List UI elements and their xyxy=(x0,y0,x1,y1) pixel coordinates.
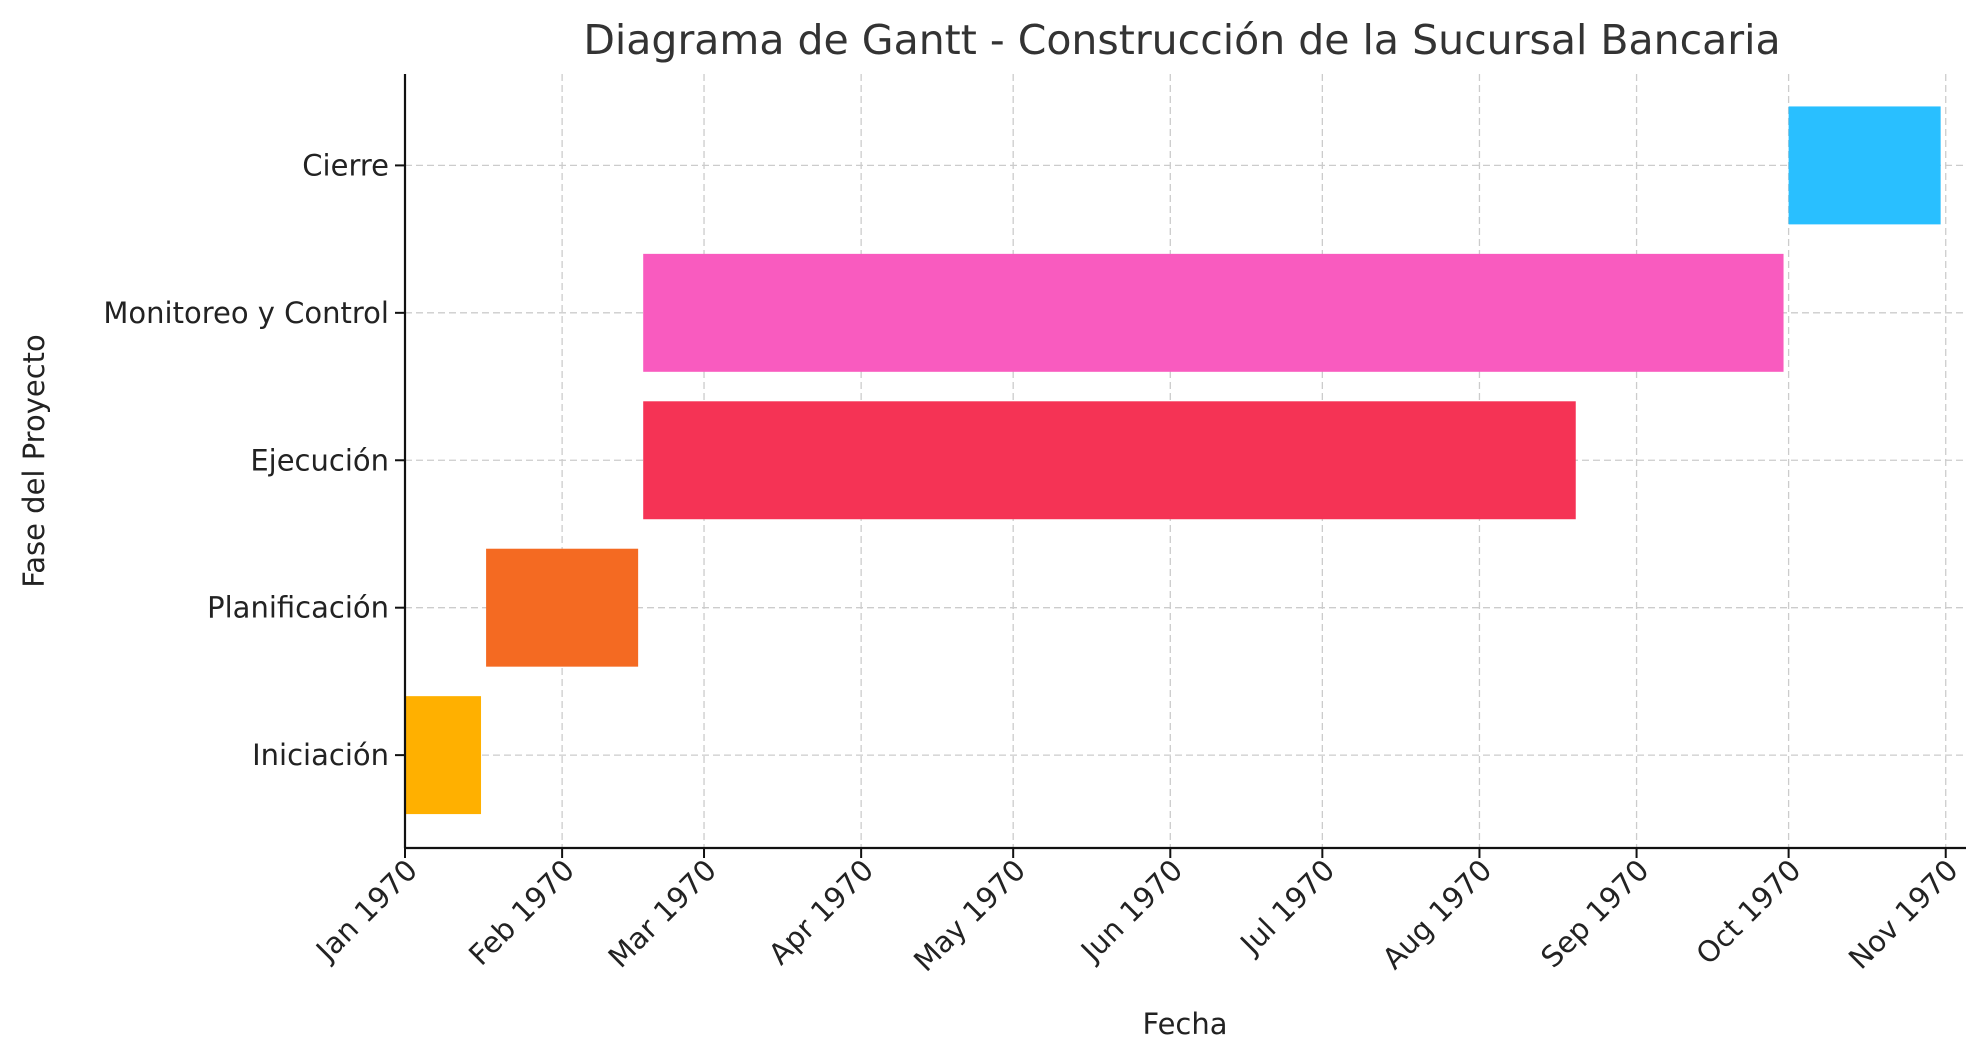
x-axis-label: Fecha xyxy=(1142,1007,1227,1041)
gantt-bar xyxy=(643,401,1576,520)
x-tick-label: May 1970 xyxy=(907,853,1032,978)
x-tick-label: Oct 1970 xyxy=(1689,853,1807,971)
x-tick-label: Nov 1970 xyxy=(1842,853,1965,976)
x-tick-label: Jul 1970 xyxy=(1232,853,1341,962)
chart-title: Diagrama de Gantt - Construcción de la S… xyxy=(583,16,1780,64)
gantt-bar xyxy=(405,696,482,815)
y-tick-label: Cierre xyxy=(302,148,389,182)
x-tick-labels: Jan 1970 Feb 1970 Mar 1970 Apr 1970 May 1970… xyxy=(308,853,1965,978)
gantt-bar xyxy=(1788,106,1941,225)
gantt-bar xyxy=(643,253,1784,372)
x-tick-label: Sep 1970 xyxy=(1534,853,1655,974)
y-tick-label: Ejecución xyxy=(250,443,389,477)
y-axis-label: Fase del Proyecto xyxy=(17,334,51,588)
x-tick-label: Feb 1970 xyxy=(462,853,581,972)
axes xyxy=(395,74,1966,858)
y-tick-label: Planificación xyxy=(207,591,389,625)
x-tick-label: Apr 1970 xyxy=(762,853,880,971)
x-tick-label: Jan 1970 xyxy=(308,853,424,969)
bars xyxy=(405,106,1941,815)
gantt-bar xyxy=(486,548,639,667)
x-tick-label: Jun 1970 xyxy=(1073,853,1189,969)
x-tick-label: Aug 1970 xyxy=(1376,853,1499,976)
y-tick-labels: Iniciación Planificación Ejecución Monitore… xyxy=(103,148,389,772)
y-tick-label: Iniciación xyxy=(252,738,389,772)
y-tick-label: Monitoreo y Control xyxy=(103,296,389,330)
x-tick-label: Mar 1970 xyxy=(602,853,723,974)
